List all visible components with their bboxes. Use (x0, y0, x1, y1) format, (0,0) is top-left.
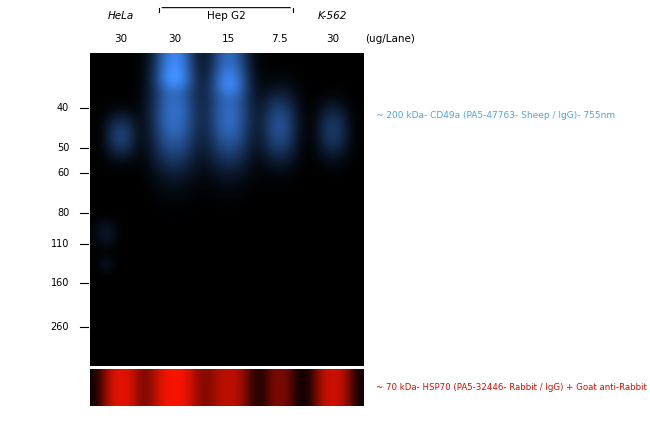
Text: 15: 15 (222, 34, 235, 44)
Text: 30: 30 (168, 34, 181, 44)
Text: HeLa: HeLa (108, 11, 134, 22)
Text: 110: 110 (51, 239, 69, 249)
Text: 7.5: 7.5 (271, 34, 288, 44)
Text: 260: 260 (51, 322, 69, 332)
Text: ~ 70 kDa- HSP70 (PA5-32446- Rabbit / IgG) + Goat anti-Rabbit (35569- 680nm): ~ 70 kDa- HSP70 (PA5-32446- Rabbit / IgG… (376, 383, 650, 392)
Text: K-562: K-562 (318, 11, 347, 22)
Text: 30: 30 (326, 34, 339, 44)
Text: 30: 30 (114, 34, 127, 44)
Text: 50: 50 (57, 143, 69, 154)
Text: ~ 200 kDa- CD49a (PA5-47763- Sheep / IgG)- 755nm: ~ 200 kDa- CD49a (PA5-47763- Sheep / IgG… (376, 111, 615, 120)
Text: 160: 160 (51, 278, 69, 288)
Text: 60: 60 (57, 168, 69, 179)
Text: 80: 80 (57, 208, 69, 217)
Text: (ug/Lane): (ug/Lane) (365, 34, 415, 44)
Text: Hep G2: Hep G2 (207, 11, 246, 22)
Text: 40: 40 (57, 103, 69, 113)
